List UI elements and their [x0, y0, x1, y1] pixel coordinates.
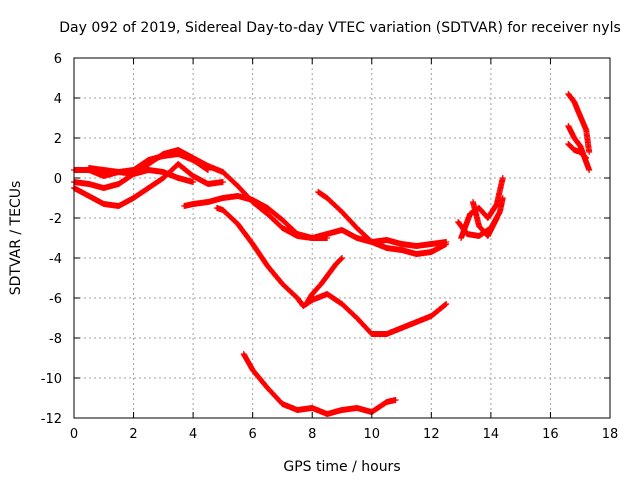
y-tick-label: 0: [54, 172, 62, 187]
series-arc-4: [85, 151, 211, 175]
series-markers: [565, 91, 593, 155]
x-tick-label: 12: [423, 427, 440, 442]
y-tick-label: 2: [54, 132, 62, 147]
y-tick-label: -8: [49, 332, 62, 347]
y-tick-label: 4: [54, 92, 62, 107]
series-arc-8: [315, 189, 450, 249]
y-tick-label: -2: [49, 212, 62, 227]
series-arc-9: [240, 351, 399, 417]
series-arc-12: [470, 199, 500, 239]
series-markers: [240, 351, 399, 417]
y-axis-title: SDTVAR / TECUs: [8, 181, 24, 296]
x-tick-label: 8: [308, 427, 316, 442]
plot-area: [71, 91, 593, 417]
grid: [74, 58, 610, 418]
series-markers: [303, 255, 345, 307]
chart-title: Day 092 of 2019, Sidereal Day-to-day VTE…: [59, 20, 621, 36]
x-tick-label: 16: [542, 427, 559, 442]
x-axis-title: GPS time / hours: [283, 459, 400, 475]
x-tick-label: 2: [129, 427, 137, 442]
series-markers: [315, 189, 450, 249]
data-marks: [71, 91, 593, 417]
x-tick-label: 4: [189, 427, 197, 442]
series-markers: [565, 141, 590, 161]
y-tick-label: 6: [54, 52, 62, 67]
series-markers: [470, 199, 500, 239]
x-axis: 0 2 4 6 8 10 12 14 16 18: [70, 58, 618, 442]
y-tick-label: -10: [41, 372, 62, 387]
x-tick-label: 0: [70, 427, 78, 442]
series-arc-5: [181, 193, 331, 241]
y-axis: -12 -10 -8 -6 -4 -2 0 2 4 6: [41, 52, 610, 427]
series-arc-7: [303, 255, 345, 307]
y-tick-label: -6: [49, 292, 62, 307]
x-tick-label: 6: [249, 427, 257, 442]
series-markers: [181, 193, 331, 241]
plot-frame: [73, 57, 611, 419]
y-tick-label: -12: [41, 412, 62, 427]
x-tick-label: 10: [364, 427, 381, 442]
series-arc-13: [565, 91, 593, 155]
series-markers: [85, 151, 211, 175]
x-tick-label: 18: [602, 427, 619, 442]
x-tick-label: 14: [483, 427, 500, 442]
series-arc-15: [565, 141, 590, 161]
y-tick-label: -4: [49, 252, 62, 267]
